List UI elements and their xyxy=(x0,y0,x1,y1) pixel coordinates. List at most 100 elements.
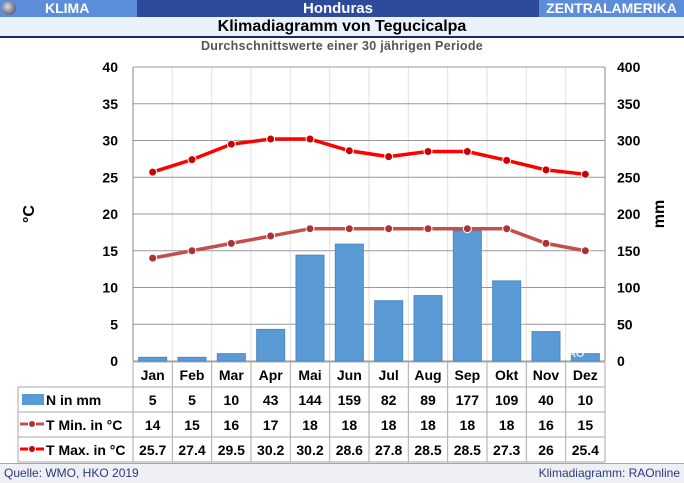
table-cell: 16 xyxy=(538,417,554,433)
table-cell: 18 xyxy=(381,417,397,433)
table-cell: 43 xyxy=(263,392,279,408)
tmax-point xyxy=(344,146,354,156)
month-label: Dez xyxy=(573,367,598,383)
table-cell: 18 xyxy=(342,417,358,433)
table-cell: 28.6 xyxy=(336,442,363,458)
table-cell: 10 xyxy=(578,392,594,408)
right-tick-label: 150 xyxy=(617,243,641,259)
table-cell: 159 xyxy=(338,392,362,408)
left-tick-label: 40 xyxy=(102,59,118,75)
tmax-point xyxy=(266,134,276,144)
credit-text: Klimadiagramm: RAOnline xyxy=(538,466,680,480)
klima-label: KLIMA xyxy=(45,0,90,16)
table-cell: 29.5 xyxy=(218,442,245,458)
table-cell: 30.2 xyxy=(296,442,323,458)
month-label: Jan xyxy=(141,367,165,383)
watermark: RAO xyxy=(560,348,585,360)
country-label: Honduras xyxy=(302,0,373,17)
footer: Quelle: WMO, HKO 2019 Klimadiagramm: RAO… xyxy=(0,463,684,483)
tmax-point xyxy=(187,155,197,165)
precip-bar xyxy=(177,356,207,362)
tmin-point xyxy=(423,224,433,234)
tmin-point xyxy=(226,238,236,248)
right-tick-label: 100 xyxy=(617,280,641,296)
legend-label: T Max. in °C xyxy=(46,442,126,458)
tmin-point xyxy=(344,224,354,234)
table-cell: 16 xyxy=(224,417,240,433)
right-tick-label: 0 xyxy=(617,353,625,369)
table-cell: 30.2 xyxy=(257,442,284,458)
region-nav[interactable]: ZENTRALAMERIKA xyxy=(539,0,684,17)
tmin-point xyxy=(541,238,551,248)
month-label: Mai xyxy=(298,367,321,383)
left-tick-label: 35 xyxy=(102,96,118,112)
left-tick-label: 0 xyxy=(110,353,118,369)
legend-marker-icon xyxy=(28,445,36,453)
tmax-point xyxy=(580,169,590,179)
precip-bar xyxy=(256,328,286,362)
table-cell: 109 xyxy=(495,392,519,408)
tmax-point xyxy=(148,167,158,177)
table-cell: 5 xyxy=(149,392,157,408)
tmax-point xyxy=(226,139,236,149)
precip-bar xyxy=(334,243,364,362)
table-cell: 89 xyxy=(420,392,436,408)
source-text: Quelle: WMO, HKO 2019 xyxy=(4,466,139,480)
left-tick-label: 20 xyxy=(102,206,118,222)
tmin-point xyxy=(384,224,394,234)
table-cell: 25.4 xyxy=(572,442,599,458)
precip-bar xyxy=(216,353,246,362)
legend-bar-icon xyxy=(22,394,44,405)
month-label: Feb xyxy=(180,367,205,383)
month-label: Jul xyxy=(379,367,399,383)
precip-bar xyxy=(138,356,168,362)
tmax-point xyxy=(305,134,315,144)
table-cell: 82 xyxy=(381,392,397,408)
precip-bar xyxy=(295,254,325,362)
right-axis-label: mm xyxy=(651,200,668,228)
tmin-point xyxy=(266,231,276,241)
tmax-point xyxy=(541,165,551,175)
table-cell: 5 xyxy=(188,392,196,408)
precip-bar xyxy=(531,331,561,362)
table-cell: 18 xyxy=(420,417,436,433)
legend-label: N in mm xyxy=(46,392,101,408)
precip-bar xyxy=(452,230,482,362)
month-label: Sep xyxy=(454,367,480,383)
table-cell: 26 xyxy=(538,442,554,458)
right-tick-label: 300 xyxy=(617,133,641,149)
legend-marker-icon xyxy=(28,420,36,428)
tmin-point xyxy=(580,246,590,256)
tmax-point xyxy=(502,155,512,165)
month-label: Jun xyxy=(337,367,362,383)
right-tick-label: 250 xyxy=(617,169,641,185)
chart-subtitle: Durchschnittswerte einer 30 jährigen Per… xyxy=(200,39,484,53)
table-cell: 27.8 xyxy=(375,442,402,458)
table-cell: 40 xyxy=(538,392,554,408)
precip-bar xyxy=(570,353,600,362)
month-label: Mar xyxy=(219,367,244,383)
left-tick-label: 15 xyxy=(102,243,118,259)
month-label: Apr xyxy=(259,367,284,383)
right-tick-label: 400 xyxy=(617,59,641,75)
left-tick-label: 5 xyxy=(110,316,118,332)
left-tick-label: 25 xyxy=(102,169,118,185)
table-cell: 28.5 xyxy=(454,442,481,458)
table-cell: 17 xyxy=(263,417,279,433)
table-cell: 18 xyxy=(302,417,318,433)
month-label: Aug xyxy=(414,367,441,383)
table-cell: 10 xyxy=(224,392,240,408)
tmin-point xyxy=(305,224,315,234)
right-tick-label: 50 xyxy=(617,316,633,332)
left-tick-label: 30 xyxy=(102,133,118,149)
table-cell: 15 xyxy=(184,417,200,433)
table-cell: 144 xyxy=(298,392,322,408)
right-tick-label: 200 xyxy=(617,206,641,222)
tmin-point xyxy=(148,253,158,263)
tmin-point xyxy=(502,224,512,234)
klima-nav[interactable]: KLIMA xyxy=(0,0,137,17)
month-label: Okt xyxy=(495,367,519,383)
table-cell: 177 xyxy=(456,392,480,408)
right-tick-label: 350 xyxy=(617,96,641,112)
